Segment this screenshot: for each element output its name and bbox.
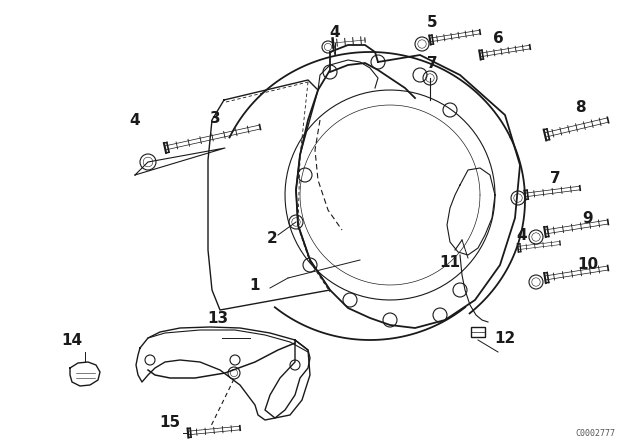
Text: 9: 9	[582, 211, 593, 225]
Text: 7: 7	[550, 171, 560, 185]
Text: 4: 4	[130, 112, 140, 128]
Text: 1: 1	[250, 277, 260, 293]
Text: 6: 6	[493, 30, 504, 46]
Text: 13: 13	[207, 310, 228, 326]
Text: 10: 10	[577, 257, 598, 271]
Text: 14: 14	[61, 332, 83, 348]
Text: 2: 2	[267, 231, 277, 246]
Text: 4: 4	[330, 25, 340, 39]
Text: C0002777: C0002777	[575, 429, 615, 438]
Text: 12: 12	[494, 331, 516, 345]
Text: 8: 8	[575, 99, 586, 115]
Text: 3: 3	[210, 111, 220, 125]
Text: 11: 11	[440, 254, 461, 270]
Text: 15: 15	[159, 414, 180, 430]
Text: 5: 5	[427, 14, 437, 30]
Text: 4: 4	[516, 228, 527, 242]
Text: 7: 7	[427, 56, 437, 70]
